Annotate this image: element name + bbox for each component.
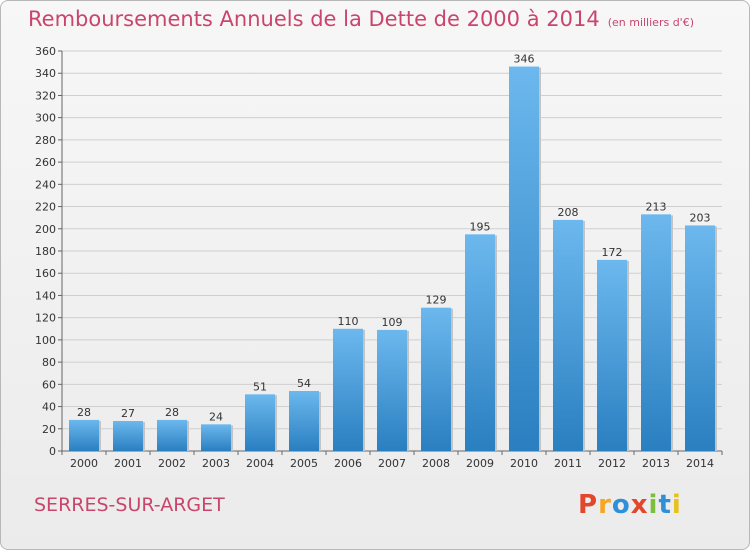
x-tick-label: 2005 (290, 457, 318, 470)
y-tick-label: 260 (35, 156, 56, 169)
y-tick-label: 200 (35, 223, 56, 236)
data-label-2009: 195 (470, 220, 491, 233)
labels: 2000 28 2001 27 2002 28 2003 24 2004 51 2005 54 2006… (70, 53, 714, 470)
bar-2013 (641, 214, 671, 451)
bar-2012 (597, 259, 627, 451)
y-tick-label: 300 (35, 112, 56, 125)
y-tick-label: 80 (42, 356, 56, 369)
data-label-2007: 109 (382, 316, 403, 329)
bars (69, 66, 717, 452)
data-label-2010: 346 (514, 53, 535, 66)
axes: 0 20 40 60 80 100 120 140 160 180 200 220 240 260 280 3… (35, 45, 723, 458)
y-tick-label: 60 (42, 378, 56, 391)
y-tick-label: 160 (35, 267, 56, 280)
x-tick-label: 2011 (554, 457, 582, 470)
bar-2007 (377, 329, 407, 451)
y-tick-label: 20 (42, 423, 56, 436)
x-tick-label: 2003 (202, 457, 230, 470)
chart-title: Remboursements Annuels de la Dette de 20… (28, 7, 694, 31)
data-label-2000: 28 (77, 406, 91, 419)
data-label-2014: 203 (690, 211, 711, 224)
y-tick-label: 140 (35, 289, 56, 302)
x-tick-label: 2008 (422, 457, 450, 470)
bar-2004 (245, 394, 275, 451)
y-tick-label: 360 (35, 45, 56, 58)
bar-2008 (421, 307, 451, 451)
logo-letter: i (648, 490, 659, 520)
bar-2003 (201, 424, 231, 451)
x-tick-label: 2013 (642, 457, 670, 470)
bar-2014 (685, 225, 715, 451)
y-tick-label: 0 (49, 445, 56, 458)
x-tick-label: 2012 (598, 457, 626, 470)
x-tick-label: 2001 (114, 457, 142, 470)
bar-2011 (553, 219, 583, 451)
x-tick-label: 2009 (466, 457, 494, 470)
y-tick-label: 320 (35, 89, 56, 102)
bar-2009 (465, 234, 495, 451)
logo-letter: r (598, 490, 612, 520)
x-tick-label: 2004 (246, 457, 274, 470)
data-label-2003: 24 (209, 410, 223, 423)
data-label-2013: 213 (646, 200, 667, 213)
logo-letter: t (658, 490, 672, 520)
data-label-2005: 54 (297, 377, 311, 390)
bar-2001 (113, 421, 143, 451)
x-tick-label: 2006 (334, 457, 362, 470)
bar-2010 (509, 66, 539, 452)
y-tick-label: 280 (35, 134, 56, 147)
data-label-2008: 129 (426, 294, 447, 307)
x-tick-label: 2002 (158, 457, 186, 470)
logo-letter: P (578, 490, 599, 520)
y-tick-label: 340 (35, 67, 56, 80)
data-label-2012: 172 (602, 246, 623, 259)
y-tick-label: 180 (35, 245, 56, 258)
x-tick-label: 2010 (510, 457, 538, 470)
bar-2005 (289, 391, 319, 451)
bar-2000 (69, 419, 99, 451)
data-label-2011: 208 (558, 206, 579, 219)
y-tick-label: 40 (42, 401, 56, 414)
y-tick-label: 220 (35, 201, 56, 214)
chart-subtitle: (en milliers d'€) (607, 16, 694, 29)
logo-letter: x (630, 490, 649, 520)
logo-letter: i (671, 490, 682, 520)
bar-2002 (157, 419, 187, 451)
data-label-2001: 27 (121, 407, 135, 420)
data-label-2006: 110 (338, 315, 359, 328)
y-tick-label: 100 (35, 334, 56, 347)
data-label-2002: 28 (165, 406, 179, 419)
logo-letter: o (611, 490, 631, 520)
x-tick-label: 2014 (686, 457, 714, 470)
chart-title-text: Remboursements Annuels de la Dette de 20… (28, 7, 600, 31)
data-label-2004: 51 (253, 380, 267, 393)
commune-name: SERRES-SUR-ARGET (34, 494, 225, 516)
y-tick-label: 120 (35, 312, 56, 325)
x-tick-label: 2000 (70, 457, 98, 470)
bar-2006 (333, 328, 363, 451)
x-tick-label: 2007 (378, 457, 406, 470)
proxiti-logo: Proxiti (578, 490, 682, 520)
y-tick-label: 240 (35, 178, 56, 191)
